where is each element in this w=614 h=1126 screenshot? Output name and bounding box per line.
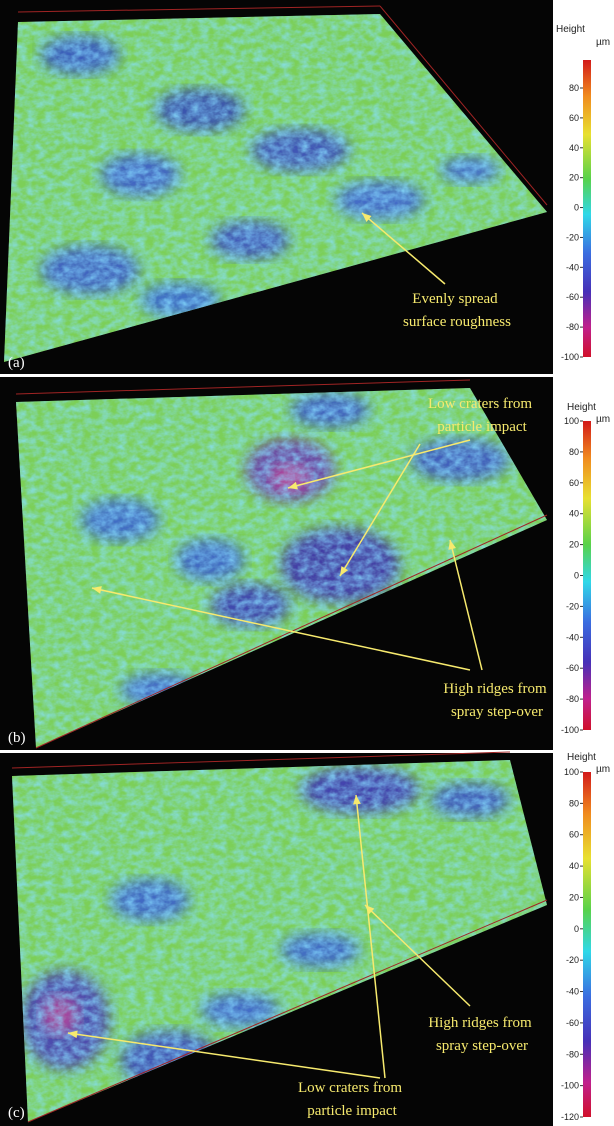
figure: Heightµm806040200-20-40-60-80-100Evenly … xyxy=(0,0,614,1126)
color-bar xyxy=(583,772,591,1117)
legend-title: Height xyxy=(556,24,585,35)
panel-label: (a) xyxy=(8,355,25,371)
tick-label: -100 xyxy=(561,725,579,735)
annotation-text: spray step-over xyxy=(451,704,543,720)
color-bar xyxy=(583,60,591,357)
legend-unit: µm xyxy=(596,414,610,425)
tick-label: 100 xyxy=(564,767,579,777)
tick-label: 60 xyxy=(569,478,579,488)
tick-label: 0 xyxy=(574,924,579,934)
tick-label: 100 xyxy=(564,416,579,426)
tick-label: -80 xyxy=(566,1049,579,1059)
annotation-text: surface roughness xyxy=(403,314,511,330)
tick-label: 0 xyxy=(574,571,579,581)
tick-label: -60 xyxy=(566,1018,579,1028)
annotation-text: High ridges from xyxy=(428,1015,532,1031)
tick-label: 60 xyxy=(569,830,579,840)
tick-label: 0 xyxy=(574,203,579,213)
tick-label: 20 xyxy=(569,173,579,183)
tick-label: 40 xyxy=(569,143,579,153)
tick-label: 40 xyxy=(569,861,579,871)
tick-label: 40 xyxy=(569,509,579,519)
tick-label: -40 xyxy=(566,632,579,642)
tick-label: -40 xyxy=(566,987,579,997)
color-bar xyxy=(583,421,591,730)
tick-label: 20 xyxy=(569,892,579,902)
tick-label: -80 xyxy=(566,694,579,704)
tick-label: 80 xyxy=(569,83,579,93)
panel-label: (c) xyxy=(8,1105,25,1121)
annotation-text: Low craters from xyxy=(298,1080,402,1096)
tick-label: -20 xyxy=(566,601,579,611)
tick-label: 80 xyxy=(569,798,579,808)
annotation-text: Low craters from xyxy=(428,396,532,412)
tick-label: -80 xyxy=(566,322,579,332)
tick-label: -40 xyxy=(566,262,579,272)
legend-title: Height xyxy=(567,752,596,763)
tick-label: -120 xyxy=(561,1112,579,1122)
tick-label: 20 xyxy=(569,540,579,550)
annotation-text: particle impact xyxy=(307,1103,397,1119)
tick-label: -60 xyxy=(566,663,579,673)
legend-unit: µm xyxy=(596,37,610,48)
tick-label: -60 xyxy=(566,292,579,302)
tick-label: -100 xyxy=(561,352,579,362)
annotation-text: High ridges from xyxy=(443,681,547,697)
tick-label: -20 xyxy=(566,232,579,242)
panel-label: (b) xyxy=(8,730,26,746)
legend-title: Height xyxy=(567,402,596,413)
legend-unit: µm xyxy=(596,764,610,775)
annotation-text: spray step-over xyxy=(436,1038,528,1054)
panel: Height µm 80 60 40 20 0 -20 -40 -60 -80 -100 Evenly … xyxy=(0,0,614,374)
tick-label: 80 xyxy=(569,447,579,457)
tick-label: 60 xyxy=(569,113,579,123)
annotation-text: Evenly spread xyxy=(412,291,498,307)
tick-label: -100 xyxy=(561,1081,579,1091)
tick-label: -20 xyxy=(566,955,579,965)
annotation-text: particle impact xyxy=(437,419,527,435)
